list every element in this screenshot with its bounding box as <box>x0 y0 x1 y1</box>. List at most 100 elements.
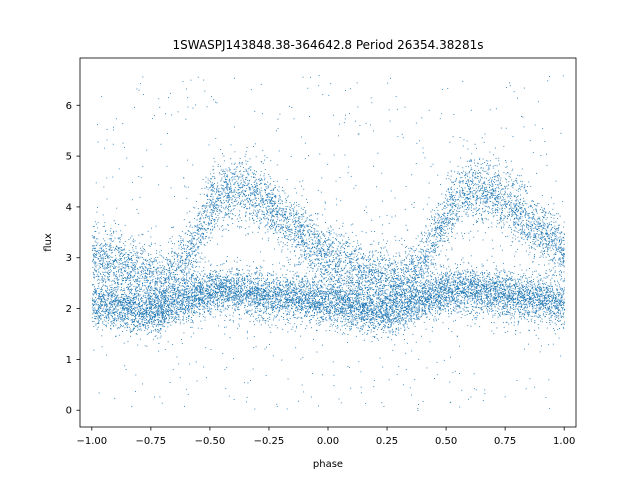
data-point <box>293 311 294 313</box>
data-point <box>558 314 560 316</box>
data-point <box>560 320 561 322</box>
data-point <box>206 285 208 287</box>
data-point <box>159 324 161 326</box>
data-point <box>133 307 134 309</box>
data-point <box>559 301 561 303</box>
data-point <box>426 292 428 294</box>
data-point <box>339 288 341 290</box>
data-point <box>348 300 349 302</box>
data-point <box>301 281 303 283</box>
data-point <box>260 299 262 301</box>
data-point <box>146 301 148 303</box>
data-point <box>208 301 209 303</box>
data-point <box>108 309 110 311</box>
data-point <box>487 311 488 313</box>
data-point <box>508 279 509 281</box>
data-point <box>98 297 99 299</box>
data-point <box>256 306 257 307</box>
data-point <box>285 297 287 298</box>
data-point <box>461 291 463 293</box>
data-point <box>95 301 96 303</box>
data-point <box>319 292 321 294</box>
data-point <box>384 300 385 302</box>
data-point <box>209 308 211 310</box>
data-point <box>204 295 206 296</box>
data-point <box>379 305 381 307</box>
data-point <box>215 291 217 293</box>
data-point <box>325 301 327 303</box>
data-point <box>456 289 458 291</box>
data-point <box>202 299 203 301</box>
data-point <box>253 282 254 283</box>
data-point <box>159 306 161 308</box>
data-point <box>149 318 151 320</box>
data-point <box>309 307 311 309</box>
data-point <box>207 291 209 292</box>
data-point <box>509 304 511 305</box>
data-point <box>451 301 452 303</box>
data-point <box>346 285 348 287</box>
data-point <box>360 318 362 320</box>
data-point <box>386 317 387 319</box>
data-point <box>291 292 293 293</box>
data-point <box>247 275 249 277</box>
data-point <box>488 300 490 302</box>
data-point <box>388 321 390 323</box>
data-point <box>110 328 111 329</box>
data-point <box>186 317 188 318</box>
data-point <box>127 340 129 342</box>
data-point <box>198 303 200 305</box>
data-point <box>489 281 491 283</box>
data-point <box>304 300 306 302</box>
data-point <box>504 279 506 281</box>
data-point <box>506 321 508 323</box>
data-point <box>191 294 192 296</box>
data-point <box>455 308 457 310</box>
data-point <box>249 304 250 306</box>
data-point <box>112 318 114 319</box>
data-point <box>206 307 208 309</box>
data-point <box>471 295 473 297</box>
data-point <box>441 286 443 288</box>
data-point <box>451 278 453 280</box>
data-point <box>263 301 264 303</box>
data-point <box>410 294 412 296</box>
data-point <box>253 336 255 337</box>
data-point <box>426 313 428 315</box>
data-point <box>529 292 531 294</box>
data-point <box>227 271 228 273</box>
data-point <box>130 331 131 333</box>
data-point <box>475 275 477 277</box>
data-point <box>385 310 387 311</box>
data-point <box>299 289 301 291</box>
data-point <box>286 284 288 286</box>
data-point <box>393 323 395 325</box>
data-point <box>270 307 272 308</box>
data-point <box>540 279 542 281</box>
data-point <box>158 323 159 325</box>
data-point <box>244 285 246 287</box>
data-point <box>223 282 224 284</box>
data-point <box>356 293 358 295</box>
data-point <box>123 302 124 303</box>
data-point <box>204 288 206 290</box>
data-point <box>168 299 170 301</box>
data-point <box>298 276 300 278</box>
data-point <box>174 309 176 311</box>
data-point <box>287 284 289 286</box>
data-point <box>122 297 124 299</box>
data-point <box>241 300 243 302</box>
data-point <box>416 290 418 292</box>
data-point <box>512 302 514 304</box>
data-point <box>250 295 252 297</box>
data-point <box>426 304 428 305</box>
data-point <box>187 285 189 286</box>
data-point <box>348 279 350 280</box>
data-point <box>496 327 498 329</box>
data-point <box>475 312 476 314</box>
data-point <box>508 300 510 301</box>
data-point <box>198 299 200 301</box>
data-point <box>285 310 287 312</box>
data-point <box>561 288 563 289</box>
data-point <box>361 299 362 300</box>
